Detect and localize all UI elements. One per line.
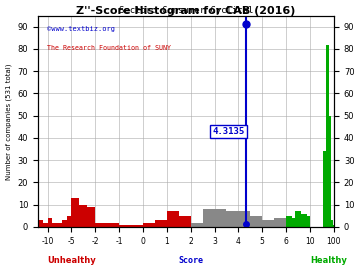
Title: Z''-Score Histogram for CAB (2016): Z''-Score Histogram for CAB (2016)	[76, 6, 296, 16]
Text: Score: Score	[178, 256, 203, 265]
Bar	[191, 222, 203, 227]
Bar	[301, 214, 304, 227]
Bar	[179, 216, 191, 227]
Bar	[52, 222, 57, 227]
Bar	[292, 218, 295, 227]
Bar	[333, 225, 334, 227]
Bar	[250, 216, 262, 227]
Bar	[71, 198, 79, 227]
Bar	[167, 211, 179, 227]
Bar	[62, 220, 67, 227]
Bar	[323, 151, 326, 227]
Text: Unhealthy: Unhealthy	[47, 256, 96, 265]
Bar	[274, 218, 286, 227]
Bar	[326, 45, 329, 227]
Text: The Research Foundation of SUNY: The Research Foundation of SUNY	[47, 45, 171, 51]
Y-axis label: Number of companies (531 total): Number of companies (531 total)	[5, 63, 12, 180]
Bar	[238, 211, 250, 227]
Bar	[87, 207, 95, 227]
Bar	[79, 205, 87, 227]
Bar	[143, 222, 155, 227]
Bar	[286, 216, 289, 227]
Text: Sector: Consumer Cyclical: Sector: Consumer Cyclical	[119, 6, 253, 15]
Bar	[38, 220, 43, 227]
Text: Healthy: Healthy	[310, 256, 347, 265]
Bar	[307, 216, 310, 227]
Bar	[203, 209, 215, 227]
Bar	[95, 222, 119, 227]
Bar	[67, 216, 71, 227]
Bar	[57, 222, 62, 227]
Bar	[48, 218, 52, 227]
Bar	[155, 220, 167, 227]
Text: 4.3135: 4.3135	[212, 127, 245, 136]
Bar	[295, 211, 298, 227]
Bar	[298, 211, 301, 227]
Bar	[119, 225, 143, 227]
Bar	[226, 211, 238, 227]
Bar	[43, 222, 48, 227]
Bar	[304, 214, 307, 227]
Bar	[329, 116, 331, 227]
Bar	[215, 209, 226, 227]
Bar	[289, 216, 292, 227]
Bar	[262, 220, 274, 227]
Text: ©www.textbiz.org: ©www.textbiz.org	[47, 26, 115, 32]
Bar	[331, 220, 333, 227]
